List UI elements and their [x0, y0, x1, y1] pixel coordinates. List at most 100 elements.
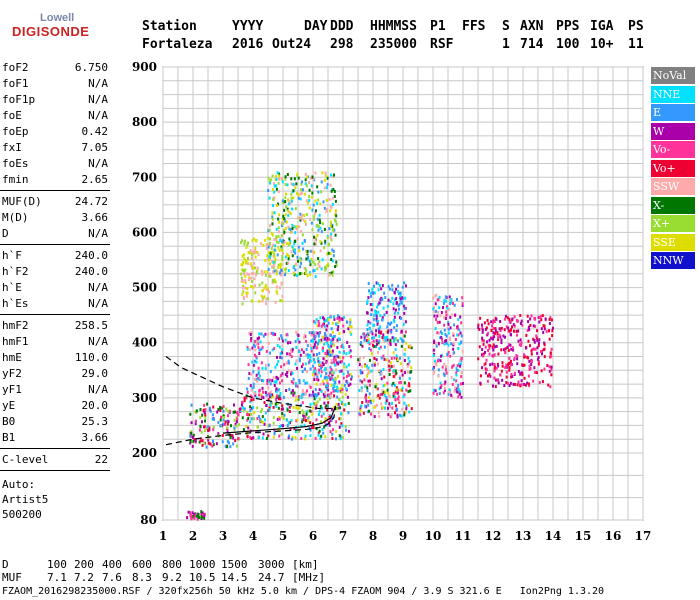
- echo-point: [307, 417, 310, 421]
- echo-point: [374, 333, 377, 337]
- echo-point: [277, 360, 280, 364]
- header-value-5: RSF: [430, 37, 454, 52]
- echo-point: [316, 223, 319, 227]
- echo-point: [513, 371, 516, 375]
- echo-point: [360, 335, 363, 339]
- echo-point: [304, 353, 307, 357]
- echo-point: [460, 334, 463, 338]
- echo-point: [331, 351, 334, 355]
- echo-point: [435, 360, 438, 364]
- echo-point: [333, 379, 336, 383]
- echo-point: [288, 241, 291, 245]
- echo-point: [493, 331, 496, 335]
- echo-point: [386, 381, 389, 385]
- echo-point: [283, 413, 286, 417]
- echo-point: [272, 435, 275, 439]
- echo-point: [315, 331, 318, 335]
- echo-point: [435, 363, 438, 367]
- echo-point: [550, 347, 553, 351]
- echo-point: [290, 437, 293, 441]
- echo-point: [286, 242, 289, 246]
- echo-point: [444, 380, 447, 384]
- echo-point: [296, 396, 299, 400]
- echo-point: [294, 251, 297, 255]
- echo-point: [321, 335, 324, 339]
- echo-point: [398, 302, 401, 306]
- echo-point: [219, 418, 222, 422]
- legend-item-vo: Vo-: [651, 141, 695, 158]
- echo-point: [364, 404, 367, 408]
- echo-point: [486, 333, 489, 337]
- echo-point: [359, 413, 362, 417]
- echo-point: [277, 190, 280, 194]
- echo-point: [200, 420, 203, 424]
- y-tick-label: 900: [132, 60, 157, 74]
- row-value: 200: [74, 558, 94, 571]
- echo-point: [209, 409, 212, 413]
- echo-point: [385, 399, 388, 403]
- echo-point: [435, 309, 438, 313]
- echo-point: [383, 340, 386, 344]
- echo-point: [262, 396, 265, 400]
- echo-point: [297, 333, 300, 337]
- echo-point: [190, 431, 193, 435]
- echo-point: [343, 383, 346, 387]
- echo-point: [268, 406, 271, 410]
- echo-point: [245, 294, 248, 298]
- echo-point: [337, 355, 340, 359]
- echo-point: [534, 324, 537, 328]
- param-label: foF1: [2, 77, 29, 90]
- echo-point: [367, 341, 370, 345]
- echo-point: [328, 347, 331, 351]
- echo-point: [482, 352, 485, 356]
- echo-point: [324, 332, 327, 336]
- param-hf: h`F 240.0: [2, 248, 108, 264]
- echo-point: [493, 353, 496, 357]
- echo-point: [334, 265, 337, 269]
- echo-point: [496, 331, 499, 335]
- echo-point: [247, 261, 250, 265]
- param-value: N/A: [88, 227, 108, 240]
- echo-point: [393, 291, 396, 295]
- echo-point: [330, 391, 333, 395]
- echo-point: [332, 383, 335, 387]
- echo-point: [275, 404, 278, 408]
- profile-curve-upper-dashed: [165, 356, 336, 410]
- echo-point: [500, 338, 503, 342]
- echo-point: [517, 380, 520, 384]
- echo-point: [346, 395, 349, 399]
- echo-point: [341, 424, 344, 428]
- echo-point: [519, 338, 522, 342]
- echo-point: [295, 359, 298, 363]
- echo-point: [500, 326, 503, 330]
- echo-point: [289, 230, 292, 234]
- echo-point: [381, 284, 384, 288]
- echo-point: [332, 337, 335, 341]
- echo-point: [403, 359, 406, 363]
- echo-point: [370, 369, 373, 373]
- echo-point: [313, 375, 316, 379]
- echo-point: [333, 195, 336, 199]
- echo-point: [258, 374, 261, 378]
- echo-point: [292, 225, 295, 229]
- echo-point: [319, 436, 322, 440]
- echo-point: [526, 381, 529, 385]
- echo-point: [331, 371, 334, 375]
- echo-point: [344, 425, 347, 429]
- echo-point: [403, 307, 406, 311]
- echo-point: [329, 419, 332, 423]
- echo-point: [506, 382, 509, 386]
- echo-point: [375, 339, 378, 343]
- echo-point: [321, 171, 324, 175]
- echo-point: [333, 334, 336, 338]
- echo-point: [486, 340, 489, 344]
- echo-point: [241, 260, 244, 264]
- echo-point: [403, 413, 406, 417]
- echo-point: [281, 294, 284, 298]
- echo-point: [241, 254, 244, 258]
- echo-point: [458, 362, 461, 366]
- echo-point: [219, 406, 222, 410]
- echo-point: [365, 399, 368, 403]
- echo-point: [497, 364, 500, 368]
- echo-point: [290, 196, 293, 200]
